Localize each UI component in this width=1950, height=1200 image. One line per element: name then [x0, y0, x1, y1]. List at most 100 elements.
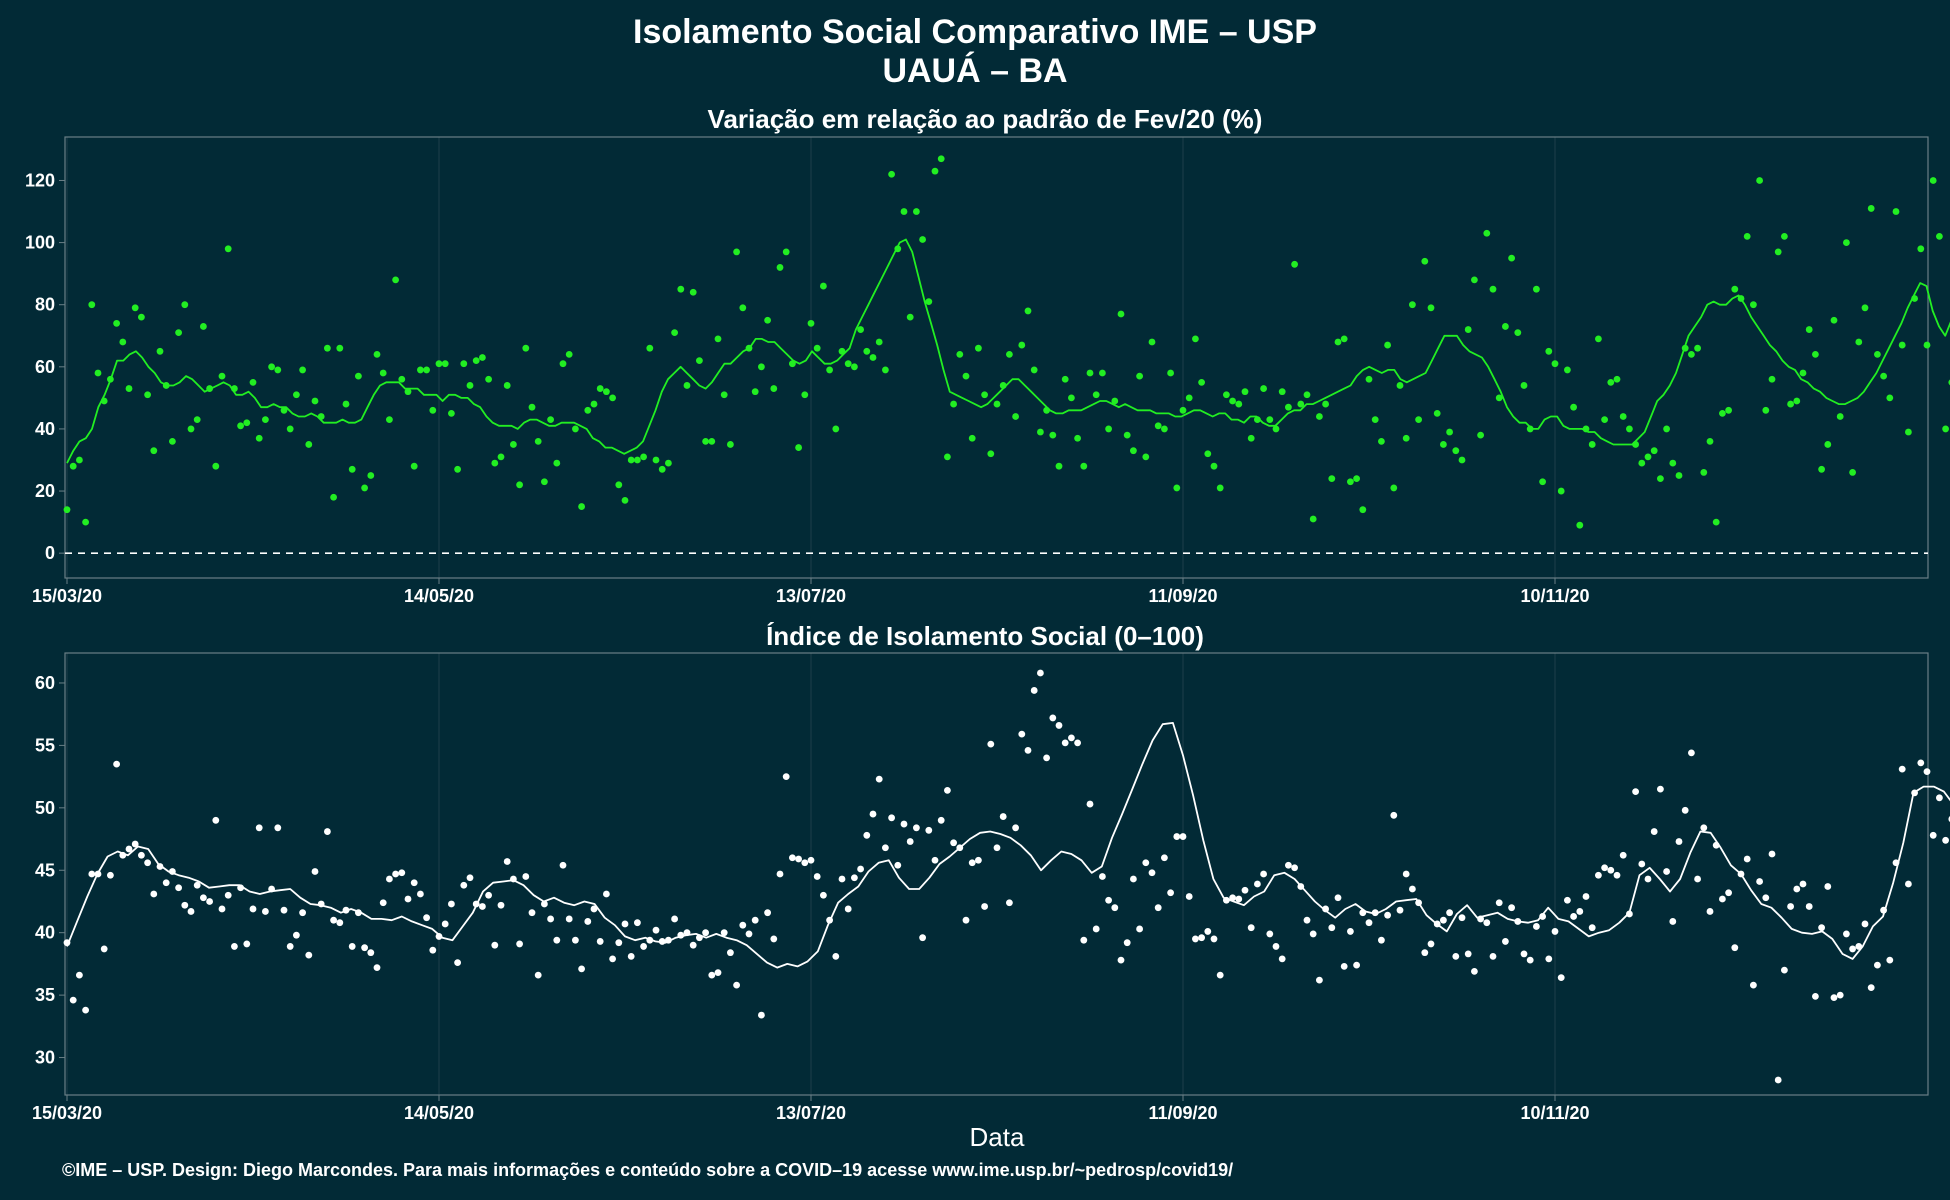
index-data-point [162, 879, 170, 887]
variation-data-point [435, 360, 443, 368]
variation-data-point [348, 465, 356, 473]
variation-data-point [361, 484, 368, 492]
index-data-point [528, 909, 536, 917]
variation-data-point [1179, 406, 1187, 414]
variation-data-point [609, 394, 616, 402]
variation-data-point [758, 363, 765, 371]
index-data-point [689, 941, 697, 949]
index-x-tick-label: 15/03/20 [32, 1103, 102, 1123]
variation-data-point [1353, 475, 1360, 483]
variation-data-point [1049, 431, 1057, 439]
variation-data-point [1427, 304, 1435, 312]
index-data-point [423, 914, 430, 922]
variation-data-point [1799, 369, 1807, 377]
variation-data-point [603, 388, 610, 396]
variation-data-point [801, 391, 809, 399]
index-data-point [1322, 905, 1329, 913]
variation-data-point [175, 329, 183, 337]
variation-data-point [299, 366, 306, 374]
variation-data-point [553, 459, 561, 467]
variation-data-point [1359, 506, 1367, 514]
variation-data-point [510, 441, 517, 448]
index-data-point [541, 900, 548, 908]
index-data-point [981, 903, 988, 910]
index-data-point [919, 934, 926, 942]
index-data-point [1551, 928, 1559, 935]
index-data-point [596, 938, 604, 945]
variation-data-point [826, 366, 833, 374]
variation-data-point [863, 347, 871, 355]
variation-data-point [944, 453, 951, 461]
index-data-point [1285, 861, 1292, 869]
index-data-point [1700, 824, 1708, 832]
index-data-point [218, 905, 226, 913]
index-data-point [1204, 928, 1212, 935]
index-data-point [1917, 759, 1925, 767]
variation-data-point [200, 323, 207, 330]
variation-data-point [274, 366, 282, 374]
index-data-point [293, 931, 300, 939]
index-data-point [1619, 851, 1627, 859]
index-data-point [820, 891, 827, 899]
variation-data-point [559, 360, 567, 368]
index-data-point [875, 775, 883, 783]
index-data-point [621, 920, 629, 928]
variation-data-point [1508, 254, 1515, 262]
index-data-point [1396, 906, 1404, 914]
index-data-point [1446, 909, 1453, 917]
variation-data-point [1731, 285, 1739, 293]
index-data-point [336, 919, 344, 927]
index-data-point [1582, 893, 1590, 900]
index-data-point [181, 901, 189, 909]
index-data-point [76, 971, 83, 979]
index-data-point [1638, 860, 1646, 868]
index-data-point [1216, 971, 1224, 979]
index-x-tick-label: 14/05/20 [404, 1103, 474, 1123]
index-data-point [1136, 925, 1143, 933]
variation-data-point [869, 354, 877, 361]
variation-data-point [423, 366, 430, 374]
variation-data-point [1086, 369, 1094, 377]
index-data-point [1427, 940, 1435, 948]
variation-data-point [330, 493, 337, 501]
variation-data-point [1502, 323, 1509, 330]
variation-y-tick-label: 20 [35, 481, 55, 501]
variation-data-point [820, 282, 827, 290]
index-data-point [1229, 894, 1236, 902]
index-data-point [1390, 811, 1398, 819]
index-data-point [1613, 871, 1621, 879]
variation-data-point [69, 462, 77, 470]
variation-data-point [212, 462, 220, 470]
variation-data-point [1074, 434, 1081, 442]
index-data-point [187, 908, 195, 915]
variation-data-point [1880, 372, 1887, 380]
variation-data-point [1340, 335, 1348, 343]
variation-data-point [1657, 475, 1664, 483]
index-data-point [516, 940, 523, 948]
index-data-point [361, 944, 368, 952]
index-data-point [1576, 908, 1584, 915]
index-data-point [1787, 903, 1794, 910]
variation-data-point [522, 344, 530, 352]
index-data-point [1644, 875, 1652, 883]
variation-data-point [677, 285, 685, 293]
index-data-point [410, 879, 418, 887]
variation-data-point [1024, 307, 1032, 315]
variation-data-point [1006, 350, 1013, 358]
variation-data-point [410, 462, 418, 470]
variation-data-point [1117, 310, 1125, 318]
variation-data-point [1706, 437, 1714, 445]
variation-data-point [1334, 338, 1342, 346]
variation-data-point [1223, 391, 1230, 399]
index-data-point [807, 856, 815, 864]
index-data-point [975, 856, 982, 864]
index-data-point [1588, 924, 1596, 932]
variation-data-point [844, 360, 852, 368]
variation-data-point [1061, 375, 1069, 383]
index-y-tick-label: 40 [35, 923, 55, 943]
variation-data-point [714, 335, 722, 343]
index-data-point [708, 971, 716, 979]
index-data-point [100, 945, 108, 953]
index-data-point [863, 831, 871, 839]
